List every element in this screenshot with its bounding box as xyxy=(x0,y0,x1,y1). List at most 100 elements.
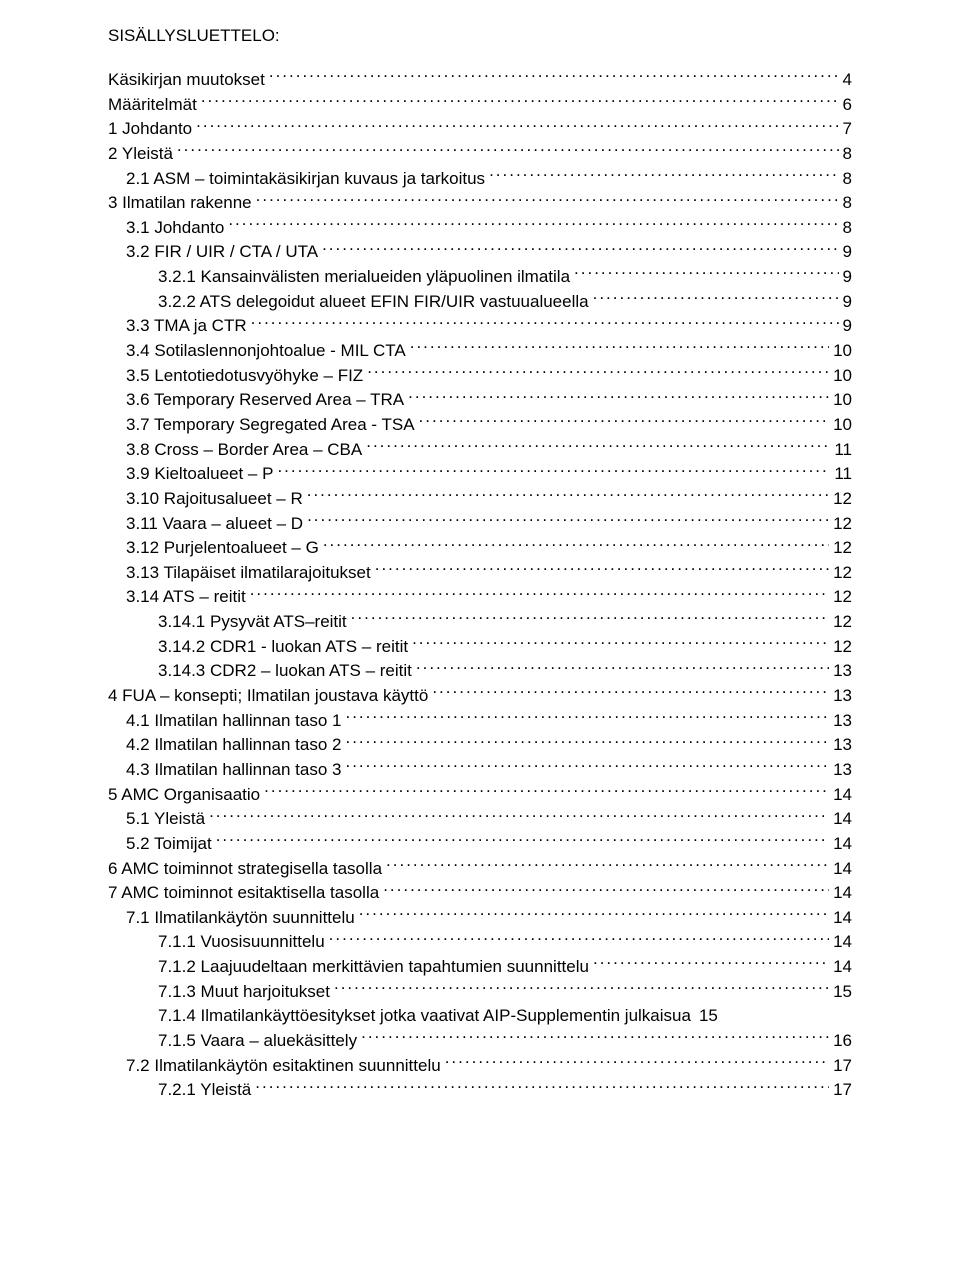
toc-row: 3.13 Tilapäiset ilmatilarajoitukset 12 xyxy=(108,561,852,586)
toc-entry-page: 7 xyxy=(839,117,852,142)
toc-entry-label: 3.13 Tilapäiset ilmatilarajoitukset xyxy=(126,561,375,586)
toc-entry-page: 8 xyxy=(839,167,852,192)
toc-entry-page: 9 xyxy=(839,290,852,315)
toc-leader-dots xyxy=(307,487,829,504)
toc-entry-label: 7.1 Ilmatilankäytön suunnittelu xyxy=(126,906,359,931)
toc-row: 3.2.2 ATS delegoidut alueet EFIN FIR/UIR… xyxy=(108,290,852,315)
toc-entry-label: 3.2.1 Kansainvälisten merialueiden yläpu… xyxy=(158,265,574,290)
toc-entry-page: 8 xyxy=(839,216,852,241)
toc-leader-dots xyxy=(386,857,829,874)
toc-entry-page: 8 xyxy=(839,142,852,167)
toc-entry-page: 11 xyxy=(830,462,852,487)
toc-row: 4 FUA – konsepti; Ilmatilan joustava käy… xyxy=(108,684,852,709)
toc-row: 3.10 Rajoitusalueet – R12 xyxy=(108,487,852,512)
toc-entry-page: 12 xyxy=(829,561,852,586)
toc-entry-label: 5.2 Toimijat xyxy=(126,832,216,857)
toc-row: 3.12 Purjelentoalueet – G 12 xyxy=(108,536,852,561)
toc-row: 7.1.1 Vuosisuunnittelu14 xyxy=(108,930,852,955)
toc-row: 7.1.5 Vaara – aluekäsittely16 xyxy=(108,1029,852,1054)
toc-leader-dots xyxy=(593,955,829,972)
toc-row: 3.11 Vaara – alueet – D12 xyxy=(108,512,852,537)
toc-leader-dots xyxy=(351,610,829,627)
toc-leader-dots xyxy=(201,93,839,110)
toc-entry-label: 3.12 Purjelentoalueet – G xyxy=(126,536,323,561)
toc-leader-dots xyxy=(489,167,838,184)
toc-entry-page: 14 xyxy=(829,807,852,832)
toc-entry-label: 3.6 Temporary Reserved Area – TRA xyxy=(126,388,408,413)
toc-entry-page: 14 xyxy=(829,881,852,906)
toc-row: 3.9 Kieltoalueet – P 11 xyxy=(108,462,852,487)
toc-leader-dots xyxy=(216,832,829,849)
toc-entry-label: 2 Yleistä xyxy=(108,142,177,167)
toc-entry-label: 3.3 TMA ja CTR xyxy=(126,314,251,339)
toc-leader-dots xyxy=(375,561,829,578)
toc-row: 6 AMC toiminnot strategisella tasolla14 xyxy=(108,857,852,882)
toc-entry-label: 3.1 Johdanto xyxy=(126,216,228,241)
toc-entry-page: 9 xyxy=(839,314,852,339)
toc-leader-dots xyxy=(445,1054,829,1071)
toc-leader-dots xyxy=(593,290,839,307)
toc-row: 3 Ilmatilan rakenne8 xyxy=(108,191,852,216)
toc-entry-label: 3.2.2 ATS delegoidut alueet EFIN FIR/UIR… xyxy=(158,290,593,315)
toc-row: 3.14.2 CDR1 - luokan ATS – reitit12 xyxy=(108,635,852,660)
toc-entry-page: 15 xyxy=(829,980,852,1005)
toc-leader-dots xyxy=(334,980,829,997)
toc-heading: SISÄLLYSLUETTELO: xyxy=(108,26,852,46)
toc-entry-label: Käsikirjan muutokset xyxy=(108,68,269,93)
toc-row: 3.14.1 Pysyvät ATS–reitit12 xyxy=(108,610,852,635)
toc-entry-page: 12 xyxy=(829,635,852,660)
toc-entry-page: 14 xyxy=(829,955,852,980)
toc-row: 3.6 Temporary Reserved Area – TRA 10 xyxy=(108,388,852,413)
toc-leader-dots xyxy=(269,68,839,85)
toc-leader-dots xyxy=(345,709,829,726)
toc-entry-page: 14 xyxy=(829,930,852,955)
toc-leader-dots xyxy=(383,881,829,898)
toc-row: 3.3 TMA ja CTR 9 xyxy=(108,314,852,339)
toc-entry-label: 1 Johdanto xyxy=(108,117,196,142)
toc-leader-dots xyxy=(209,807,829,824)
toc-entry-label: 4.3 Ilmatilan hallinnan taso 3 xyxy=(126,758,345,783)
toc-entry-page: 13 xyxy=(829,659,852,684)
toc-leader-dots xyxy=(323,536,829,553)
toc-entry-page: 10 xyxy=(829,364,852,389)
toc-leader-dots xyxy=(366,438,830,455)
toc-row: 7.1.2 Laajuudeltaan merkittävien tapahtu… xyxy=(108,955,852,980)
toc-entry-label: 3.8 Cross – Border Area – CBA xyxy=(126,438,366,463)
toc-row: 3.8 Cross – Border Area – CBA11 xyxy=(108,438,852,463)
toc-leader-dots xyxy=(419,413,830,430)
toc-entry-label: 3.2 FIR / UIR / CTA / UTA xyxy=(126,240,322,265)
toc-entry-page: 16 xyxy=(829,1029,852,1054)
toc-row: 7.1 Ilmatilankäytön suunnittelu14 xyxy=(108,906,852,931)
toc-entry-page: 10 xyxy=(829,339,852,364)
toc-row: 3.2.1 Kansainvälisten merialueiden yläpu… xyxy=(108,265,852,290)
toc-entry-label: 4 FUA – konsepti; Ilmatilan joustava käy… xyxy=(108,684,432,709)
toc-entry-label: Määritelmät xyxy=(108,93,201,118)
toc-leader-dots xyxy=(345,733,829,750)
toc-leader-dots xyxy=(196,117,838,134)
toc-row: 5 AMC Organisaatio14 xyxy=(108,783,852,808)
toc-entry-page: 12 xyxy=(829,487,852,512)
toc-entry-label: 3.11 Vaara – alueet – D xyxy=(126,512,307,537)
toc-leader-dots xyxy=(412,635,829,652)
toc-leader-dots xyxy=(251,314,839,331)
toc-row: 1 Johdanto 7 xyxy=(108,117,852,142)
toc-entry-label: 7.2 Ilmatilankäytön esitaktinen suunnitt… xyxy=(126,1054,445,1079)
toc-row: 2 Yleistä 8 xyxy=(108,142,852,167)
toc-row: 5.1 Yleistä14 xyxy=(108,807,852,832)
toc-leader-dots xyxy=(228,216,838,233)
toc-leader-dots xyxy=(264,783,829,800)
toc-entry-page: 14 xyxy=(829,832,852,857)
toc-entry-page: 15 xyxy=(695,1004,718,1029)
toc-entry-label: 7.1.3 Muut harjoitukset xyxy=(158,980,334,1005)
toc-row: 7.2.1 Yleistä17 xyxy=(108,1078,852,1103)
toc-entry-page: 9 xyxy=(839,265,852,290)
toc-row: Käsikirjan muutokset4 xyxy=(108,68,852,93)
toc-entry-label: 3.14.1 Pysyvät ATS–reitit xyxy=(158,610,351,635)
toc-entry-page: 10 xyxy=(829,388,852,413)
toc-entry-page: 12 xyxy=(829,536,852,561)
toc-entry-label: 3.9 Kieltoalueet – P xyxy=(126,462,277,487)
toc-row: 4.1 Ilmatilan hallinnan taso 113 xyxy=(108,709,852,734)
toc-entry-label: 7 AMC toiminnot esitaktisella tasolla xyxy=(108,881,383,906)
toc-entry-label: 6 AMC toiminnot strategisella tasolla xyxy=(108,857,386,882)
toc-leader-dots xyxy=(250,585,829,602)
